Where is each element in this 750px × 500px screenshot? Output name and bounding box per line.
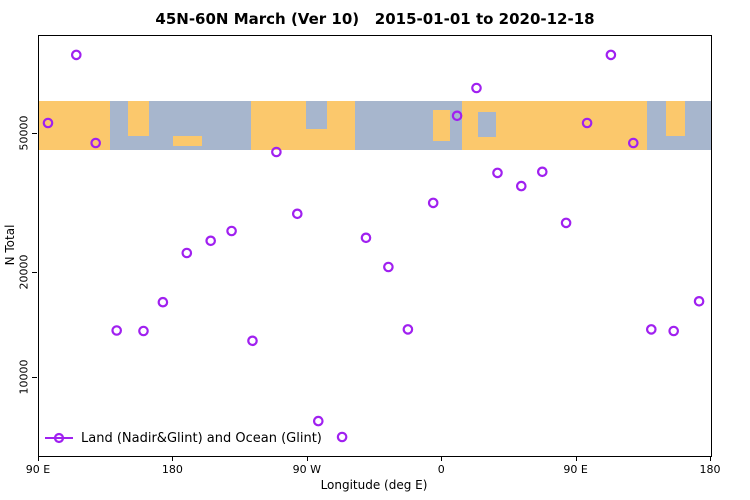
legend-marker-icon [45, 432, 73, 444]
x-tick-mark [172, 456, 174, 461]
data-point [157, 296, 169, 308]
data-point [471, 82, 482, 94]
x-tick-label: 90 W [292, 463, 321, 476]
data-point [492, 167, 503, 179]
land-segment-aleutians [173, 135, 202, 146]
data-point [42, 117, 54, 129]
scatter-points-layer [42, 49, 705, 443]
y-tick-label: 20000 [17, 254, 31, 290]
data-point [247, 335, 258, 347]
y-tick-mark [32, 377, 37, 379]
data-point [693, 295, 705, 307]
chart-title: 45N-60N March (Ver 10) 2015-01-01 to 202… [155, 10, 595, 28]
data-point [515, 180, 527, 192]
x-tick-label: 180 [699, 463, 721, 476]
data-point [645, 324, 657, 335]
y-tick-mark [32, 271, 37, 273]
data-point [70, 49, 82, 61]
data-point [336, 431, 348, 443]
y-tick-mark [32, 132, 37, 134]
data-point [383, 261, 394, 273]
latitude-band-map [39, 100, 711, 150]
data-point [111, 325, 122, 336]
land-segment-british-isles [432, 109, 451, 141]
data-point [271, 146, 282, 158]
x-tick-label: 0 [437, 463, 445, 476]
ocean-segment-hudson-bay [306, 100, 327, 130]
data-point [360, 232, 372, 244]
land-segment-kamchatka [128, 100, 149, 136]
ocean-segment-baltic-sea [478, 111, 496, 138]
data-point [312, 415, 324, 427]
data-point [536, 166, 548, 178]
y-axis-label: N Total [3, 224, 17, 266]
data-point [205, 235, 216, 247]
data-point [605, 49, 617, 61]
data-point [427, 197, 439, 209]
data-point [90, 137, 101, 149]
data-point [451, 110, 463, 122]
x-tick-mark [306, 456, 308, 461]
plot-area: Land (Nadir&Glint) and Ocean (Glint) [38, 35, 712, 457]
x-tick-mark [575, 456, 577, 461]
legend: Land (Nadir&Glint) and Ocean (Glint) [44, 430, 322, 446]
data-point [138, 325, 149, 337]
x-axis-label: Longitude (deg E) [320, 478, 428, 492]
x-tick-label: 180 [161, 463, 183, 476]
legend-label: Land (Nadir&Glint) and Ocean (Glint) [81, 430, 322, 446]
land-segment-kamchatka-east [665, 100, 686, 136]
x-tick-mark [441, 456, 443, 461]
data-point [581, 117, 593, 129]
x-tick-mark [710, 456, 711, 461]
x-tick-mark [38, 456, 39, 461]
data-point [560, 217, 572, 229]
y-tick-label: 50000 [17, 115, 31, 151]
data-point [668, 325, 679, 337]
land-segment-north-america [250, 100, 355, 150]
data-point [291, 208, 303, 220]
data-point [181, 247, 193, 259]
y-tick-label: 10000 [17, 359, 31, 395]
data-point [226, 225, 237, 237]
data-point [402, 324, 414, 335]
x-tick-label: 90 E [25, 463, 51, 476]
data-point [627, 137, 639, 149]
x-tick-label: 90 E [563, 463, 588, 476]
